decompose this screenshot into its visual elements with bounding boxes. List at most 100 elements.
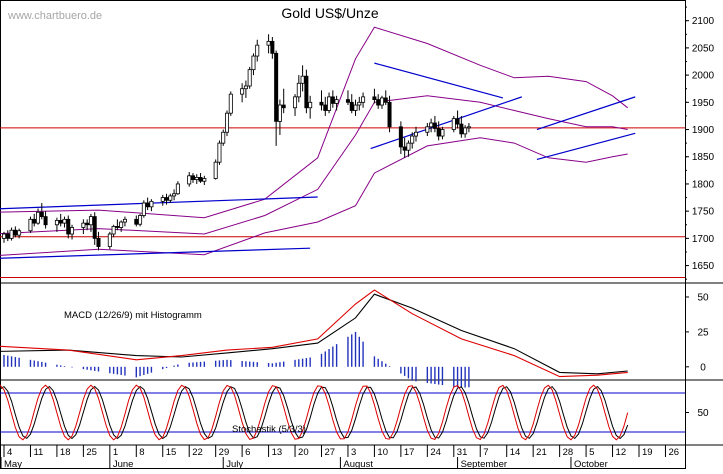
candle-up: [175, 183, 180, 195]
time-tick-label: 29: [219, 447, 230, 458]
candle-up: [361, 96, 366, 103]
candle-down: [115, 225, 120, 228]
time-tick-label: 21: [536, 447, 547, 458]
candle-up: [149, 200, 154, 208]
time-tick-label: 5: [589, 447, 594, 458]
candle-up: [334, 99, 339, 104]
price-tick-label: 1850: [692, 152, 715, 163]
trendline: [374, 62, 504, 99]
candle-down: [39, 211, 44, 218]
price-tick-label: 2050: [692, 43, 715, 54]
candle-up: [160, 197, 165, 202]
trendline: [370, 96, 523, 150]
price-tick-label: 1700: [692, 234, 715, 245]
candle-down: [387, 101, 392, 128]
candle-up: [172, 193, 177, 197]
time-tick-label: 13: [272, 447, 283, 458]
candle-up: [277, 104, 282, 122]
candle-up: [54, 220, 59, 226]
candle-down: [96, 237, 101, 247]
candle-down: [85, 222, 90, 226]
macd-line: [0, 289, 628, 378]
candle-up: [111, 225, 116, 235]
month-label: May: [4, 459, 22, 469]
candle-down: [432, 122, 437, 129]
time-tick-label: 7: [483, 447, 488, 458]
candle-down: [190, 175, 195, 180]
watermark: www.chartbuero.de: [7, 10, 102, 22]
plot-frame: [0, 0, 686, 469]
candle-down: [455, 118, 460, 125]
trendline: [536, 96, 636, 131]
stochastic-k-line: [0, 384, 629, 441]
candle-up: [107, 233, 112, 247]
macd-tick-label: 0: [700, 362, 706, 373]
candle-up: [119, 221, 124, 228]
time-tick-label: 27: [325, 447, 336, 458]
time-tick-label: 15: [166, 447, 177, 458]
candle-down: [330, 96, 335, 104]
candle-up: [138, 215, 143, 225]
candle-down: [323, 104, 328, 111]
candle-up: [255, 44, 260, 57]
candle-down: [459, 123, 464, 135]
candle-up: [451, 118, 456, 130]
candle-up: [202, 178, 207, 182]
month-label: June: [113, 459, 134, 469]
candle-up: [70, 227, 75, 235]
candle-up: [17, 230, 22, 236]
candle-up: [168, 195, 173, 201]
candle-down: [13, 229, 18, 236]
candle-up: [9, 229, 14, 239]
candle-down: [372, 96, 377, 100]
candle-up: [213, 161, 218, 179]
candle-down: [5, 233, 10, 239]
macd-signal-line: [0, 293, 628, 375]
candle-up: [2, 233, 7, 239]
time-tick-label: 19: [642, 447, 653, 458]
price-tick-label: 1800: [692, 179, 715, 190]
candle-down: [43, 216, 48, 226]
time-tick-label: 3: [351, 447, 356, 458]
macd-tick-label: 25: [697, 327, 709, 338]
candle-up: [410, 135, 415, 144]
price-tick-label: 1750: [692, 207, 715, 218]
candle-down: [274, 52, 279, 122]
time-tick-label: 31: [457, 447, 468, 458]
candle-down: [66, 218, 71, 235]
time-tick-label: 22: [192, 447, 203, 458]
candle-down: [281, 104, 286, 109]
candle-up: [429, 122, 434, 128]
month-label: September: [461, 459, 507, 469]
candle-up: [293, 96, 298, 109]
time-tick-label: 25: [86, 447, 97, 458]
price-tick-label: 1950: [692, 98, 715, 109]
trendline: [0, 196, 318, 210]
candle-up: [141, 202, 146, 216]
time-tick-label: 24: [430, 447, 441, 458]
candle-up: [440, 129, 445, 137]
candle-up: [28, 218, 33, 232]
candle-down: [319, 101, 324, 106]
candle-down: [134, 218, 139, 225]
candle-up: [353, 104, 358, 111]
price-tick-label: 2000: [692, 71, 715, 82]
time-tick-label: 26: [668, 447, 679, 458]
time-tick-label: 4: [7, 447, 12, 458]
time-tick-label: 14: [510, 447, 521, 458]
time-tick-label: 11: [33, 447, 43, 458]
candle-down: [270, 40, 275, 54]
candle-up: [308, 101, 313, 109]
candle-up: [240, 88, 245, 95]
bollinger-upper-line: [0, 26, 629, 219]
candle-down: [32, 218, 37, 224]
candle-up: [379, 97, 384, 106]
macd-tick-label: 50: [697, 292, 709, 303]
candle-up: [225, 112, 230, 133]
candle-down: [345, 99, 350, 103]
candle-up: [300, 75, 305, 84]
chart-title: Gold US$/Unze: [281, 5, 378, 21]
month-label: August: [343, 459, 373, 469]
time-tick-label: 20: [298, 447, 309, 458]
